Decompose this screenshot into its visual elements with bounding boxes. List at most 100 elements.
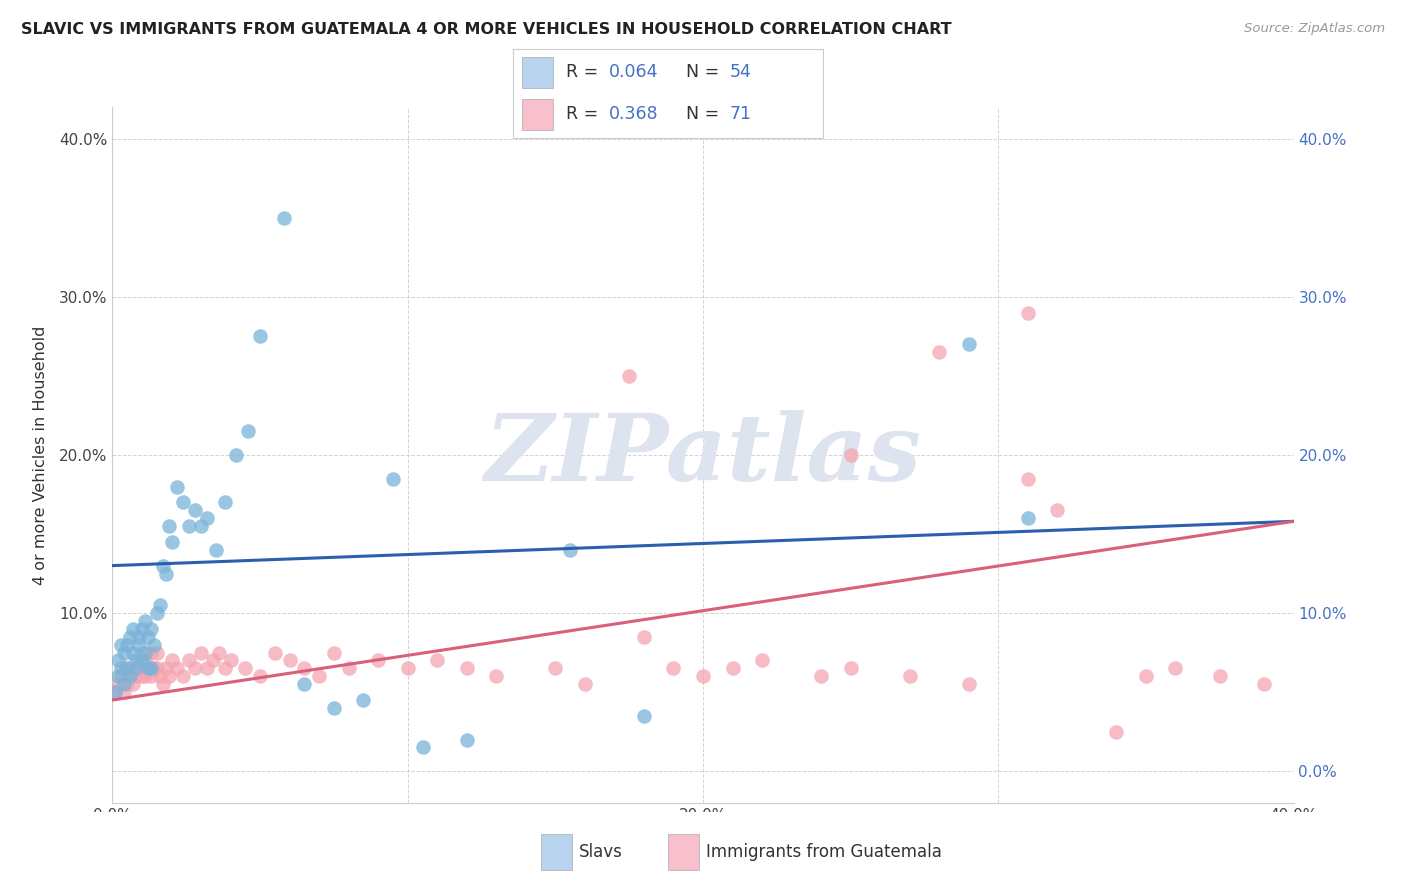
- Point: [107, 677, 129, 691]
- Point: [544, 661, 567, 675]
- Point: [134, 669, 156, 683]
- Point: [201, 653, 224, 667]
- Point: [214, 661, 236, 675]
- Point: [184, 503, 207, 517]
- Text: N =: N =: [686, 63, 725, 81]
- Point: [157, 519, 180, 533]
- Point: [574, 677, 596, 691]
- Point: [149, 598, 172, 612]
- Point: [485, 669, 508, 683]
- Point: [1135, 669, 1157, 683]
- Point: [172, 495, 194, 509]
- Point: [131, 622, 153, 636]
- Point: [225, 448, 247, 462]
- Point: [122, 661, 145, 675]
- Point: [122, 677, 145, 691]
- Point: [184, 661, 207, 675]
- Point: [1017, 472, 1039, 486]
- Point: [721, 661, 744, 675]
- Point: [1105, 724, 1128, 739]
- Point: [264, 646, 287, 660]
- Point: [157, 669, 180, 683]
- Point: [117, 638, 138, 652]
- Point: [160, 534, 183, 549]
- Text: Immigrants from Guatemala: Immigrants from Guatemala: [706, 843, 942, 861]
- Point: [142, 661, 165, 675]
- Point: [155, 566, 177, 581]
- Point: [957, 677, 980, 691]
- Point: [1046, 503, 1069, 517]
- Point: [337, 661, 360, 675]
- Point: [839, 448, 862, 462]
- Point: [146, 661, 169, 675]
- Point: [190, 519, 212, 533]
- Point: [131, 653, 153, 667]
- Point: [134, 646, 156, 660]
- Text: 0.368: 0.368: [609, 105, 658, 123]
- Bar: [668, 834, 699, 870]
- Point: [172, 669, 194, 683]
- Point: [122, 646, 145, 660]
- Point: [117, 661, 138, 675]
- Point: [292, 661, 315, 675]
- Point: [110, 669, 132, 683]
- Text: Slavs: Slavs: [579, 843, 623, 861]
- Point: [1017, 305, 1039, 319]
- Text: R =: R =: [565, 105, 603, 123]
- Point: [166, 479, 188, 493]
- Point: [190, 646, 212, 660]
- Text: R =: R =: [565, 63, 603, 81]
- Point: [957, 337, 980, 351]
- Point: [146, 646, 169, 660]
- Point: [205, 542, 228, 557]
- Point: [117, 661, 138, 675]
- Point: [155, 661, 177, 675]
- Point: [107, 653, 129, 667]
- Point: [125, 669, 148, 683]
- Point: [619, 368, 641, 383]
- Text: 54: 54: [730, 63, 752, 81]
- Point: [125, 653, 148, 667]
- Point: [633, 708, 655, 723]
- Point: [456, 732, 478, 747]
- Point: [110, 661, 132, 675]
- Point: [662, 661, 685, 675]
- Text: 0.064: 0.064: [609, 63, 658, 81]
- Point: [308, 669, 330, 683]
- Point: [134, 653, 156, 667]
- Point: [107, 669, 129, 683]
- Point: [112, 685, 135, 699]
- Point: [633, 630, 655, 644]
- Point: [1208, 669, 1232, 683]
- Point: [558, 542, 582, 557]
- Point: [1017, 511, 1039, 525]
- Point: [292, 677, 315, 691]
- Text: ZIPatlas: ZIPatlas: [485, 410, 921, 500]
- Point: [125, 661, 148, 675]
- Point: [152, 558, 174, 573]
- Text: Source: ZipAtlas.com: Source: ZipAtlas.com: [1244, 22, 1385, 36]
- Point: [128, 638, 150, 652]
- Point: [214, 495, 236, 509]
- Point: [104, 685, 127, 699]
- Point: [139, 661, 162, 675]
- Point: [1253, 677, 1275, 691]
- Point: [122, 622, 145, 636]
- Point: [179, 519, 201, 533]
- Point: [238, 424, 260, 438]
- Point: [426, 653, 449, 667]
- Point: [149, 669, 172, 683]
- Y-axis label: 4 or more Vehicles in Household: 4 or more Vehicles in Household: [32, 326, 48, 584]
- Point: [928, 345, 950, 359]
- Point: [136, 630, 159, 644]
- Bar: [541, 834, 572, 870]
- Bar: [523, 99, 554, 130]
- Text: SLAVIC VS IMMIGRANTS FROM GUATEMALA 4 OR MORE VEHICLES IN HOUSEHOLD CORRELATION : SLAVIC VS IMMIGRANTS FROM GUATEMALA 4 OR…: [21, 22, 952, 37]
- Point: [195, 511, 218, 525]
- Point: [128, 630, 150, 644]
- Bar: [523, 57, 554, 88]
- Point: [208, 646, 231, 660]
- Point: [128, 661, 150, 675]
- Point: [131, 669, 153, 683]
- Point: [1164, 661, 1187, 675]
